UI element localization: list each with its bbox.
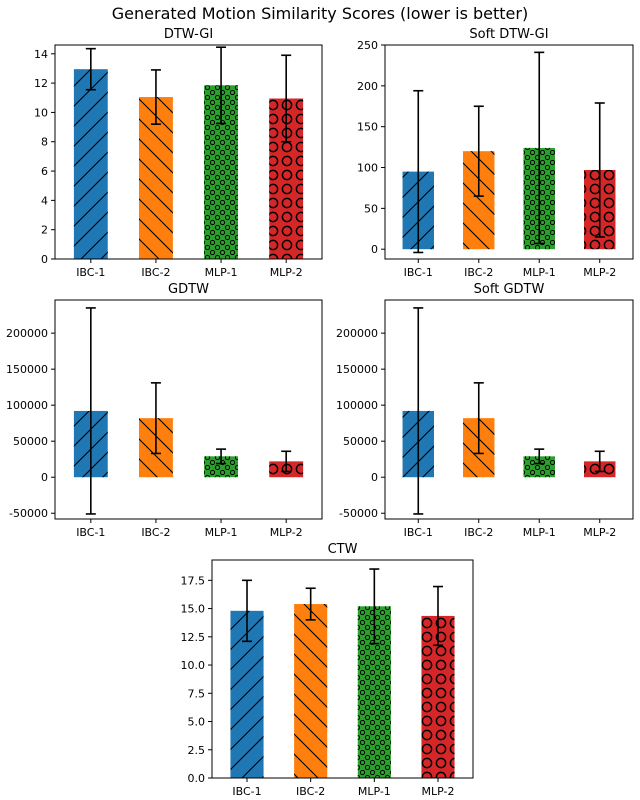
x-tick-label: IBC-1: [76, 266, 105, 279]
axes-frame: [54, 299, 323, 520]
y-tick-label: 150: [357, 121, 378, 134]
y-tick-label: 2.5: [188, 744, 206, 757]
x-tick-label: MLP-2: [270, 526, 303, 539]
axes-frame: [384, 299, 634, 520]
subplot-5: CTW 0.0 2.5 5.0 7.5 10.0 12.5 15.0 17.5 IBC-1 IBC-…: [181, 542, 474, 798]
axes-frame: [54, 44, 323, 260]
y-tick-label: 50: [364, 202, 378, 215]
error-bar-mlp-1: [216, 448, 227, 465]
y-tick-label: 200: [357, 80, 378, 93]
x-tick-label: MLP-2: [421, 785, 454, 798]
subplot-2: Soft DTW-GI 0 50 100 150 200 250 IBC-1 IBC-2 MLP-…: [357, 27, 634, 279]
subplot-title: GDTW: [168, 282, 209, 297]
error-bar-ibc-1: [85, 307, 96, 515]
error-bar-mlp-2: [432, 585, 443, 647]
x-tick-label: IBC-1: [404, 526, 433, 539]
axes-frame: [211, 559, 474, 779]
y-tick-label: 0.0: [188, 772, 206, 785]
y-tick-label: 0: [371, 471, 378, 484]
subplot-title: DTW-GI: [164, 27, 213, 42]
error-bar-ibc-2: [150, 382, 161, 455]
subplot-title: Soft DTW-GI: [469, 27, 548, 42]
y-tick-label: 10.0: [181, 659, 206, 672]
x-tick-label: IBC-2: [464, 526, 493, 539]
error-bar-mlp-1: [369, 568, 380, 645]
y-tick-label: -50000: [9, 507, 48, 520]
y-tick-label: 200000: [336, 327, 378, 340]
y-tick-label: 100000: [6, 399, 48, 412]
bar-hatch: [523, 456, 555, 478]
y-tick-label: 0: [371, 243, 378, 256]
error-bar-ibc-1: [413, 89, 424, 254]
error-bar-ibc-1: [242, 579, 253, 643]
error-bar-ibc-1: [413, 307, 424, 515]
y-tick-label: 12.5: [181, 631, 206, 644]
y-tick-label: 0: [41, 253, 48, 266]
subplot-3: GDTW -50000 0 50000 100000 150000 200000 IBC-1 I…: [6, 282, 323, 539]
x-tick-label: IBC-2: [141, 526, 170, 539]
subplot-1: DTW-GI 0 2 4 6 8 10 12 14 IBC-1 IBC-2 MLP-1 MLP-2: [34, 27, 323, 279]
y-tick-label: 17.5: [181, 574, 206, 587]
y-tick-label: 7.5: [188, 687, 206, 700]
x-tick-label: IBC-2: [296, 785, 325, 798]
error-bar-mlp-1: [534, 448, 545, 465]
y-tick-label: 8: [41, 136, 48, 149]
y-tick-label: 14: [34, 48, 48, 61]
x-tick-label: MLP-2: [583, 266, 616, 279]
x-tick-label: MLP-1: [523, 526, 556, 539]
y-tick-label: 12: [34, 77, 48, 90]
x-tick-label: MLP-1: [205, 266, 238, 279]
y-tick-label: 150000: [336, 363, 378, 376]
x-tick-label: MLP-1: [358, 785, 391, 798]
axes-frame: [384, 44, 634, 260]
x-tick-label: MLP-1: [205, 526, 238, 539]
error-bar-mlp-1: [534, 51, 545, 245]
y-tick-label: 50000: [13, 435, 48, 448]
error-bar-ibc-2: [305, 587, 316, 621]
error-bar-mlp-1: [216, 46, 227, 125]
error-bar-mlp-2: [594, 450, 605, 473]
error-bar-ibc-2: [473, 382, 484, 455]
y-tick-label: 0: [41, 471, 48, 484]
x-tick-label: MLP-1: [523, 266, 556, 279]
y-tick-label: 50000: [343, 435, 378, 448]
x-tick-label: IBC-2: [464, 266, 493, 279]
x-tick-label: MLP-2: [583, 526, 616, 539]
subplot-title: CTW: [328, 542, 358, 557]
y-tick-label: 10: [34, 106, 48, 119]
y-tick-label: 5.0: [188, 716, 206, 729]
y-tick-label: 100000: [336, 399, 378, 412]
error-bar-ibc-1: [85, 47, 96, 91]
y-tick-label: 6: [41, 165, 48, 178]
error-bar-mlp-2: [281, 450, 292, 473]
x-tick-label: IBC-2: [141, 266, 170, 279]
error-bar-ibc-2: [473, 105, 484, 197]
y-tick-label: -50000: [339, 507, 378, 520]
x-tick-label: IBC-1: [404, 266, 433, 279]
y-tick-label: 200000: [6, 327, 48, 340]
bar-hatch: [204, 456, 238, 478]
y-tick-label: 15.0: [181, 603, 206, 616]
x-tick-label: IBC-1: [76, 526, 105, 539]
bar-hatch: [73, 69, 108, 259]
subplot-4: Soft GDTW -50000 0 50000 100000 150000 200000 I…: [336, 282, 634, 539]
y-tick-label: 2: [41, 224, 48, 237]
x-tick-label: IBC-1: [232, 785, 261, 798]
error-bar-mlp-2: [281, 54, 292, 143]
y-tick-label: 150000: [6, 363, 48, 376]
y-tick-label: 100: [357, 162, 378, 175]
error-bar-mlp-2: [594, 102, 605, 238]
figure-suptitle: Generated Motion Similarity Scores (lowe…: [112, 4, 528, 23]
bar-hatch: [294, 604, 328, 778]
error-bar-ibc-2: [150, 69, 161, 125]
y-tick-label: 250: [357, 39, 378, 52]
y-tick-label: 4: [41, 194, 48, 207]
subplot-title: Soft GDTW: [474, 282, 545, 297]
x-tick-label: MLP-2: [270, 266, 303, 279]
